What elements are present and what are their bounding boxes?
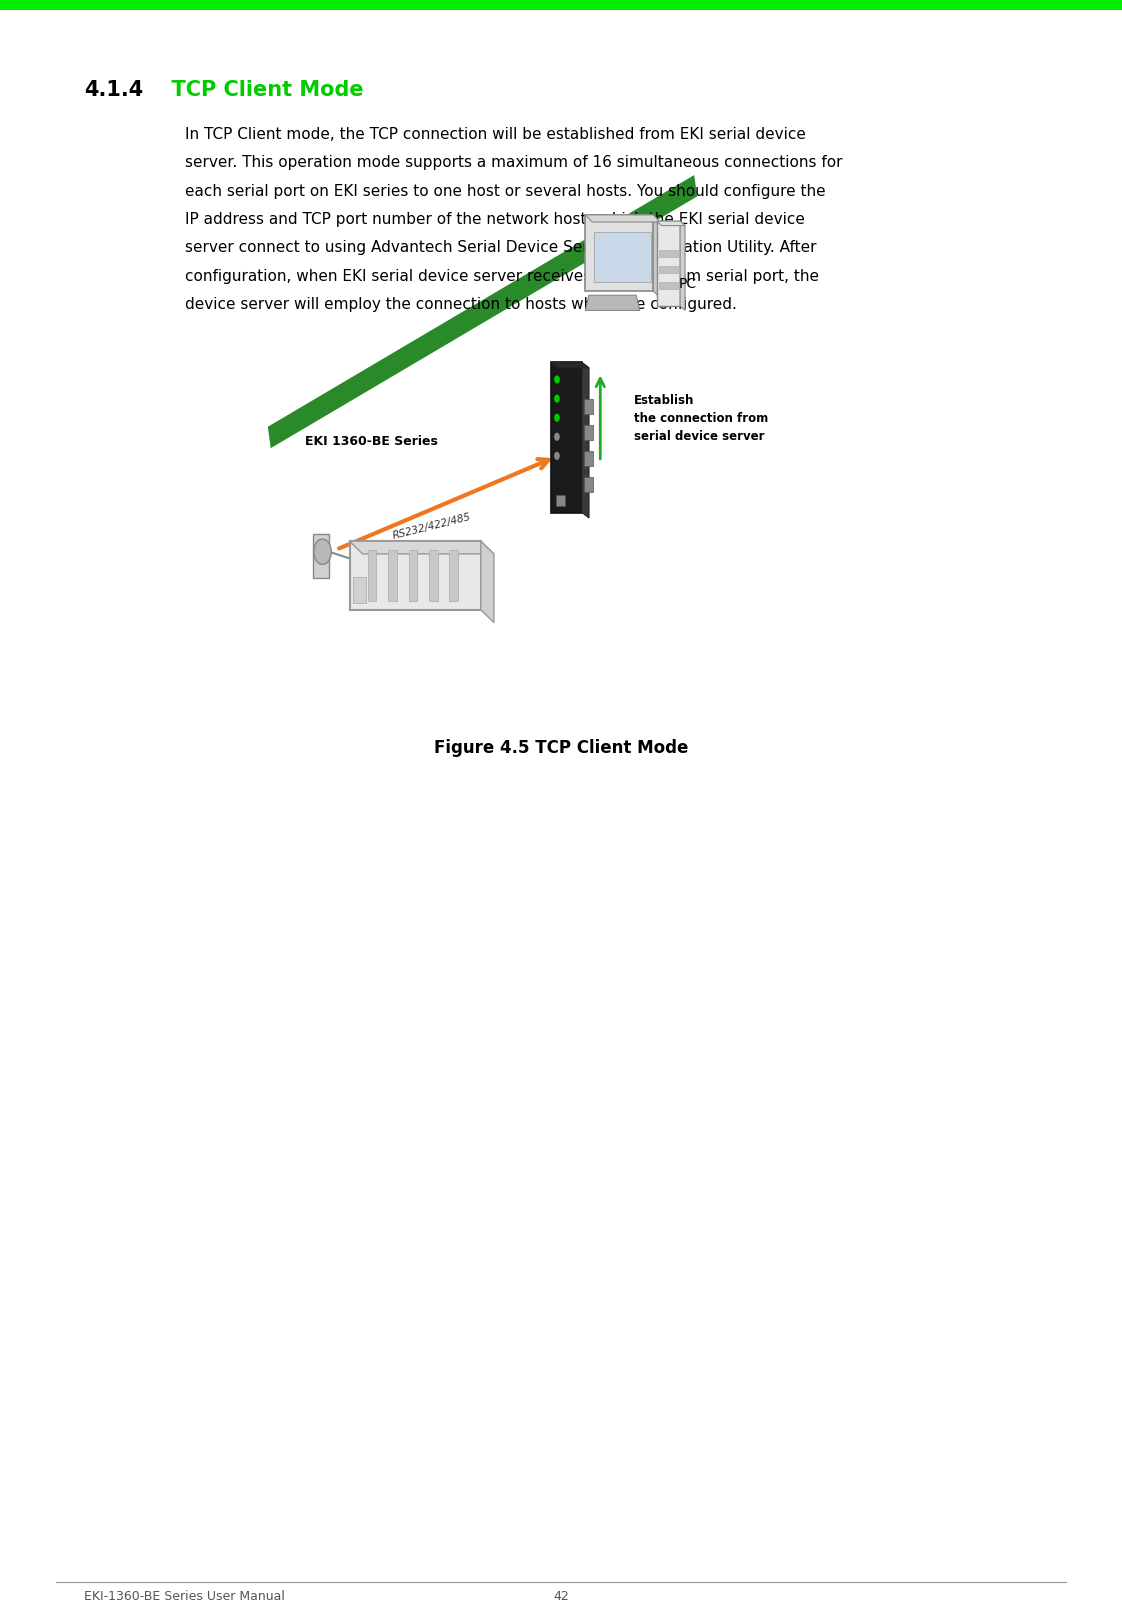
Bar <box>659 250 678 258</box>
Polygon shape <box>680 222 686 312</box>
FancyBboxPatch shape <box>313 534 329 579</box>
Circle shape <box>314 540 331 565</box>
Circle shape <box>554 414 560 422</box>
Bar <box>585 477 592 493</box>
Polygon shape <box>653 216 660 299</box>
Text: EKI 1360-BE Series: EKI 1360-BE Series <box>305 435 438 448</box>
Polygon shape <box>656 222 686 227</box>
Bar <box>429 550 438 602</box>
Text: configuration, when EKI serial device server receives the data from serial port,: configuration, when EKI serial device se… <box>185 268 819 284</box>
Polygon shape <box>586 295 640 312</box>
Bar <box>557 497 565 506</box>
Text: In TCP Client mode, the TCP connection will be established from EKI serial devic: In TCP Client mode, the TCP connection w… <box>185 127 806 141</box>
Text: each serial port on EKI series to one host or several hosts. You should configur: each serial port on EKI series to one ho… <box>185 183 826 198</box>
Polygon shape <box>582 364 589 519</box>
Circle shape <box>554 396 560 404</box>
Bar <box>585 425 592 441</box>
Text: Figure 4.5 TCP Client Mode: Figure 4.5 TCP Client Mode <box>434 738 688 756</box>
Polygon shape <box>480 542 494 623</box>
Circle shape <box>554 453 560 461</box>
Polygon shape <box>586 216 660 222</box>
FancyBboxPatch shape <box>349 542 480 610</box>
Circle shape <box>554 433 560 441</box>
Text: Ethernet 1: Ethernet 1 <box>466 364 533 409</box>
Text: server. This operation mode supports a maximum of 16 simultaneous connections fo: server. This operation mode supports a m… <box>185 154 843 170</box>
Text: EKI-1360-BE Series User Manual: EKI-1360-BE Series User Manual <box>84 1589 285 1602</box>
Bar <box>585 451 592 467</box>
Text: RS232/422/485: RS232/422/485 <box>392 511 472 540</box>
Polygon shape <box>268 175 697 450</box>
Text: IP address and TCP port number of the network hosts which the EKI serial device: IP address and TCP port number of the ne… <box>185 211 804 227</box>
FancyBboxPatch shape <box>656 222 680 307</box>
Text: 42: 42 <box>553 1589 569 1602</box>
Bar <box>450 550 458 602</box>
Bar <box>353 578 366 604</box>
Circle shape <box>554 377 560 385</box>
Text: device server will employ the connection to hosts which are configured.: device server will employ the connection… <box>185 297 737 312</box>
Text: TCP Client Mode: TCP Client Mode <box>157 80 364 99</box>
FancyBboxPatch shape <box>586 216 653 292</box>
Bar <box>585 399 592 415</box>
Text: server connect to using Advantech Serial Device Server Configuration Utility. Af: server connect to using Advantech Serial… <box>185 240 817 255</box>
Bar <box>408 550 417 602</box>
Bar <box>659 282 678 291</box>
FancyBboxPatch shape <box>595 234 651 282</box>
Text: Establish
the connection from
serial device server: Establish the connection from serial dev… <box>634 394 769 443</box>
Bar <box>659 266 678 274</box>
Bar <box>0 0 1122 11</box>
Text: 4.1.4: 4.1.4 <box>84 80 144 99</box>
Bar <box>368 550 377 602</box>
Text: PC: PC <box>679 278 697 291</box>
FancyBboxPatch shape <box>551 364 582 513</box>
Bar <box>388 550 397 602</box>
Polygon shape <box>349 542 494 555</box>
Polygon shape <box>551 364 589 368</box>
